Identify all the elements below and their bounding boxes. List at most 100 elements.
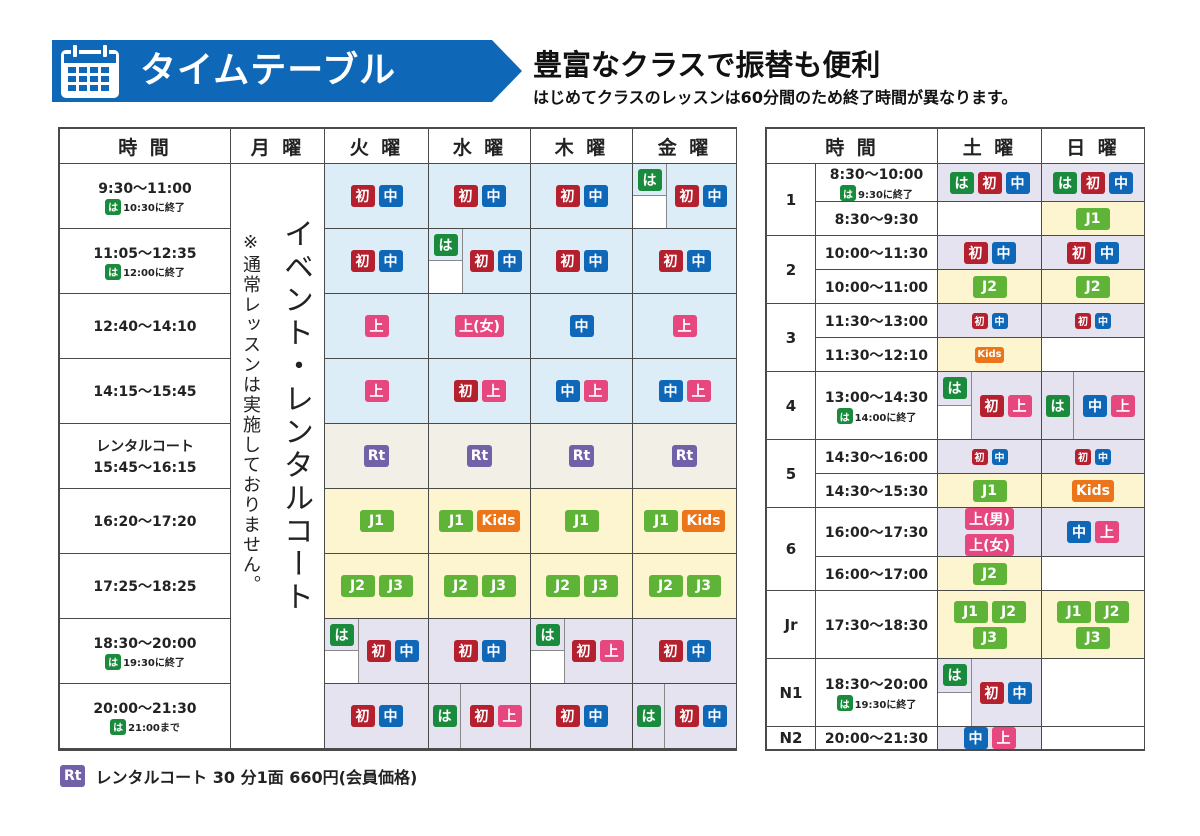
time-cell: 11:30〜13:00: [816, 304, 937, 337]
time-cell: 11:30〜12:10: [816, 338, 937, 371]
timetable-cell: J1 Kids: [633, 489, 736, 553]
class-badge-sho: 初: [977, 171, 1002, 194]
class-badge-sho: 初: [571, 640, 596, 662]
badge-group: は初中: [1053, 171, 1133, 194]
ha-box: は: [938, 372, 972, 439]
badge-group: 初中: [555, 705, 608, 727]
monday-column: イベント・レンタルコート ※通常レッスンは実施しておりません。: [231, 164, 324, 748]
class-badge-jj: J2: [340, 575, 375, 597]
time-range: 17:30〜18:30: [824, 617, 929, 634]
class-badge-chu: 中: [1005, 171, 1030, 194]
badge-group: 初中: [350, 185, 403, 207]
timetable-cell: [1042, 727, 1144, 749]
timetable-cell: 初上: [429, 359, 530, 423]
class-badge-ha: は: [840, 185, 857, 201]
class-badge-chu: 中: [991, 241, 1016, 264]
timetable-cell: は初中: [429, 229, 530, 293]
time-cell: レンタルコート 15:45〜16:15: [60, 424, 230, 488]
badge-group: 中上: [963, 727, 1016, 749]
timetable-cell: Kids: [938, 338, 1041, 371]
badge-group: 初中: [674, 185, 727, 207]
time-cell: 14:30〜16:00: [816, 440, 937, 473]
timetable-cell: 初中: [633, 229, 736, 293]
class-badge-sho: 初: [979, 394, 1004, 417]
class-badge-rt: Rt: [466, 445, 493, 467]
time-range: 9:30〜11:00: [98, 180, 192, 197]
class-badge-sho: 初: [453, 640, 478, 662]
badge-group: 初中: [658, 250, 711, 272]
class-badge-ha: は: [105, 653, 122, 670]
badge-group: 初中: [971, 448, 1008, 465]
class-badge-jj: J3: [583, 575, 618, 597]
early-end-note: は 10:30に終了: [105, 198, 185, 215]
class-badge-ha: は: [105, 198, 122, 215]
class-badge-jj: J3: [1076, 626, 1110, 649]
class-badge-chu: 中: [686, 640, 711, 662]
badge-group: 初中: [658, 640, 711, 662]
class-badge-kids: Kids: [477, 510, 520, 532]
time-range: 20:00〜21:30: [824, 731, 929, 747]
class-badge-chu: 中: [658, 380, 683, 402]
slot-number: 6: [767, 508, 815, 590]
badge-group: Rt: [466, 445, 493, 467]
early-end-note: は 9:30に終了: [840, 185, 913, 201]
column-header: 月 曜: [231, 129, 324, 163]
time-cell: 20:00〜21:30 は 21:00まで: [60, 684, 230, 748]
class-badge-jj: J2: [545, 575, 580, 597]
timetable-cell: J1: [938, 474, 1041, 507]
timetable-cell: J1: [325, 489, 428, 553]
time-cell: 20:00〜21:30: [816, 727, 937, 749]
class-badge-sho: 初: [555, 250, 580, 272]
time-cell: 8:30〜9:30: [816, 202, 937, 235]
timetable-cell: 初中: [429, 619, 530, 683]
slot-number: 5: [767, 440, 815, 507]
timetable-cell: 初中: [531, 164, 632, 228]
time-range: 14:30〜16:00: [824, 449, 929, 466]
timetable-cell: は初上: [531, 619, 632, 683]
class-badge-kids: Kids: [682, 510, 725, 532]
time-range: 16:00〜17:30: [824, 525, 929, 541]
class-badge-chu: 中: [1095, 448, 1111, 465]
timetable-cell: 上(女): [429, 294, 530, 358]
class-badge-ha: は: [1053, 171, 1077, 194]
class-badge-sho: 初: [350, 250, 375, 272]
class-badge-sho: 初: [1075, 312, 1091, 329]
badge-group: 初中: [1075, 448, 1111, 465]
class-badge-chu: 中: [1007, 681, 1032, 704]
early-end-text: 19:30に終了: [854, 699, 917, 711]
class-badge-sho: 初: [1081, 171, 1105, 194]
class-badge-ha: は: [636, 705, 661, 727]
badge-group: J1 J2 J3: [942, 600, 1038, 649]
time-cell: 17:30〜18:30: [816, 591, 937, 658]
class-badge-jj: J1: [953, 600, 988, 623]
badge-group: 初中: [674, 705, 727, 727]
class-badge-jj: J1: [439, 510, 474, 532]
class-badge-jj: J3: [378, 575, 413, 597]
legend-rt-badge: Rt: [60, 765, 86, 787]
ha-box-bottom: [938, 692, 971, 726]
class-badge-ha: は: [836, 695, 853, 711]
badge-group: J2: [972, 562, 1007, 585]
class-badge-jo: 上: [364, 380, 389, 402]
column-header: 時 間: [767, 129, 937, 163]
timetable-cell: Rt: [531, 424, 632, 488]
time-cell: 14:30〜15:30: [816, 474, 937, 507]
class-badge-jj: J1: [564, 510, 599, 532]
badge-group: 初中: [469, 250, 522, 272]
class-badge-sho: 初: [555, 705, 580, 727]
banner-shape: [52, 40, 522, 102]
class-badge-sho: 初: [453, 185, 478, 207]
timetable-cell: [1042, 338, 1144, 371]
class-badge-chu: 中: [1095, 241, 1119, 264]
ha-box: は: [531, 619, 565, 683]
early-end-note: は 19:30に終了: [105, 653, 185, 670]
class-badge-jj: J3: [972, 626, 1007, 649]
timetable-cell: 初中: [938, 304, 1041, 337]
badge-group: J2 J3: [443, 575, 516, 597]
badge-group: 初中: [1067, 241, 1119, 264]
badge-group: Rt: [363, 445, 390, 467]
class-badge-jj: J2: [972, 562, 1007, 585]
early-end-note: は 19:30に終了: [836, 695, 917, 711]
timetable-cell: J2: [938, 557, 1041, 590]
badge-group: 初中: [453, 185, 506, 207]
